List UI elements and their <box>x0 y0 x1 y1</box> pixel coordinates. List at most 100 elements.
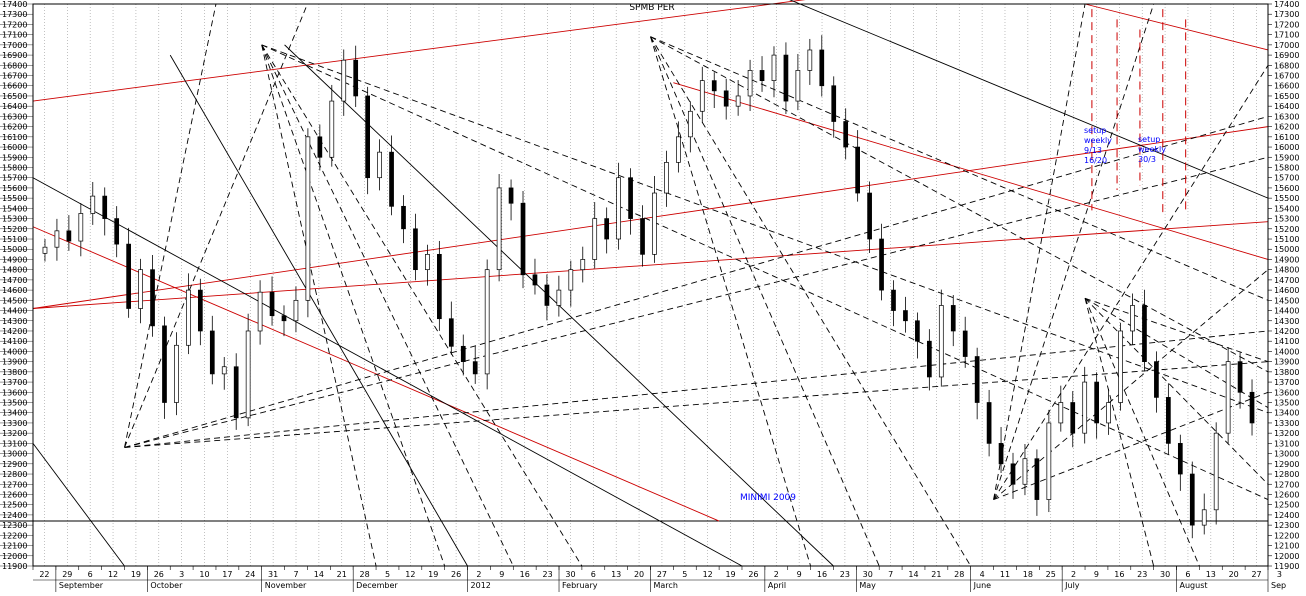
candle-body <box>711 80 717 92</box>
x-tick-label: 2 <box>774 570 779 579</box>
trend-line <box>169 54 468 567</box>
x-tick-label: 9 <box>1094 570 1099 579</box>
y-tick-label: 14400 <box>1274 307 1299 316</box>
x-tick-label: 6 <box>88 570 93 579</box>
trend-line <box>32 443 125 567</box>
candle-body <box>998 443 1004 465</box>
candle-body <box>687 110 693 138</box>
y-tick-label: 12000 <box>1274 552 1299 561</box>
y-tick-label: 14500 <box>1274 296 1299 305</box>
candle-body <box>293 299 299 322</box>
x-month-label: April <box>768 581 786 590</box>
candle-body <box>676 136 681 163</box>
x-tick-label: 26 <box>154 570 164 579</box>
candle-body <box>1142 305 1147 362</box>
trend-line <box>789 0 1269 199</box>
y-tick-label-left: 14000 <box>2 347 27 356</box>
y-tick-label: 12800 <box>1274 470 1299 479</box>
y-tick-label: 13900 <box>1274 358 1299 367</box>
candle-body <box>604 218 610 240</box>
y-tick-label: 14300 <box>1274 317 1299 326</box>
y-tick-label: 16900 <box>1274 51 1299 60</box>
y-tick-label-left: 12700 <box>2 480 27 489</box>
candle-body <box>879 238 884 291</box>
y-tick-label-left: 14900 <box>2 255 27 264</box>
y-tick-label-left: 13700 <box>2 378 27 387</box>
candle-body <box>891 289 896 311</box>
x-tick-label: 31 <box>268 570 278 579</box>
trend-line <box>124 361 1269 448</box>
x-tick-label: 30 <box>863 570 873 579</box>
y-tick-label-left: 15900 <box>2 153 27 162</box>
y-tick-label-left: 14800 <box>2 266 27 275</box>
y-tick-label: 13200 <box>1274 429 1299 438</box>
trend-line <box>261 44 583 567</box>
y-tick-label: 13800 <box>1274 368 1299 377</box>
candle-body <box>377 151 382 179</box>
candle-body <box>1118 330 1123 403</box>
x-month-label: July <box>1064 581 1080 590</box>
candle-body <box>759 70 765 81</box>
candle-body <box>664 162 669 194</box>
y-tick-label: 15000 <box>1274 245 1299 254</box>
y-tick-label: 16600 <box>1274 82 1299 91</box>
candle-body <box>448 318 454 347</box>
y-tick-label: 17400 <box>1274 0 1299 9</box>
candle-body <box>401 205 406 230</box>
y-tick-label: 12700 <box>1274 480 1299 489</box>
x-tick-label: 19 <box>428 570 438 579</box>
y-tick-label-left: 12800 <box>2 470 27 479</box>
y-tick-label: 16000 <box>1274 143 1299 152</box>
trend-line <box>1084 297 1269 485</box>
candle-body <box>186 289 191 346</box>
candle-body <box>926 340 932 378</box>
y-tick-label-left: 15300 <box>2 215 27 224</box>
x-month-label: March <box>654 581 678 590</box>
candle-body <box>437 253 442 320</box>
candle-body <box>628 177 633 219</box>
candle-body <box>520 202 526 276</box>
candle-body <box>1225 361 1231 434</box>
trend-line <box>650 36 1269 373</box>
y-tick-label-left: 13500 <box>2 399 27 408</box>
x-tick-label: 7 <box>293 570 298 579</box>
candle-body <box>1034 458 1040 500</box>
x-tick-label: 12 <box>405 570 415 579</box>
y-tick-label: 13000 <box>1274 450 1299 459</box>
x-tick-label: 20 <box>634 570 644 579</box>
y-tick-label: 14700 <box>1274 276 1299 285</box>
y-tick-label: 12500 <box>1274 501 1299 510</box>
candle-body <box>508 187 514 204</box>
x-tick-label: 17 <box>222 570 232 579</box>
candle-body <box>855 146 860 194</box>
annotation-setup-2: setup weekly 30/3 <box>1138 135 1166 164</box>
trend-line <box>261 44 1269 414</box>
y-tick-label: 14000 <box>1274 347 1299 356</box>
x-tick-label: 16 <box>1114 570 1124 579</box>
y-tick-label: 15200 <box>1274 225 1299 234</box>
y-tick-label: 15500 <box>1274 194 1299 203</box>
y-tick-label-left: 17300 <box>2 10 27 19</box>
y-tick-label: 17200 <box>1274 20 1299 29</box>
y-tick-label-left: 15000 <box>2 245 27 254</box>
candle-body <box>592 218 598 260</box>
x-tick-label: 6 <box>591 570 596 579</box>
trend-line <box>993 391 1269 501</box>
y-tick-label-left: 16400 <box>2 102 27 111</box>
y-tick-label-left: 12100 <box>2 542 27 551</box>
candle-body <box>305 136 311 301</box>
x-tick-label: 26 <box>451 570 461 579</box>
y-tick-label-left: 12600 <box>2 490 27 499</box>
trend-line <box>993 65 1269 500</box>
candle-body <box>269 291 275 317</box>
x-month-label: August <box>1180 581 1208 590</box>
candle-body <box>1058 402 1064 424</box>
y-tick-label: 14100 <box>1274 337 1299 346</box>
x-tick-label: 11 <box>1000 570 1010 579</box>
candle-body <box>938 305 944 378</box>
candle-body <box>986 402 992 444</box>
y-tick-label: 13600 <box>1274 388 1299 397</box>
y-tick-label-left: 12400 <box>2 511 27 520</box>
y-tick-label: 16400 <box>1274 102 1299 111</box>
candle-body <box>771 54 777 81</box>
